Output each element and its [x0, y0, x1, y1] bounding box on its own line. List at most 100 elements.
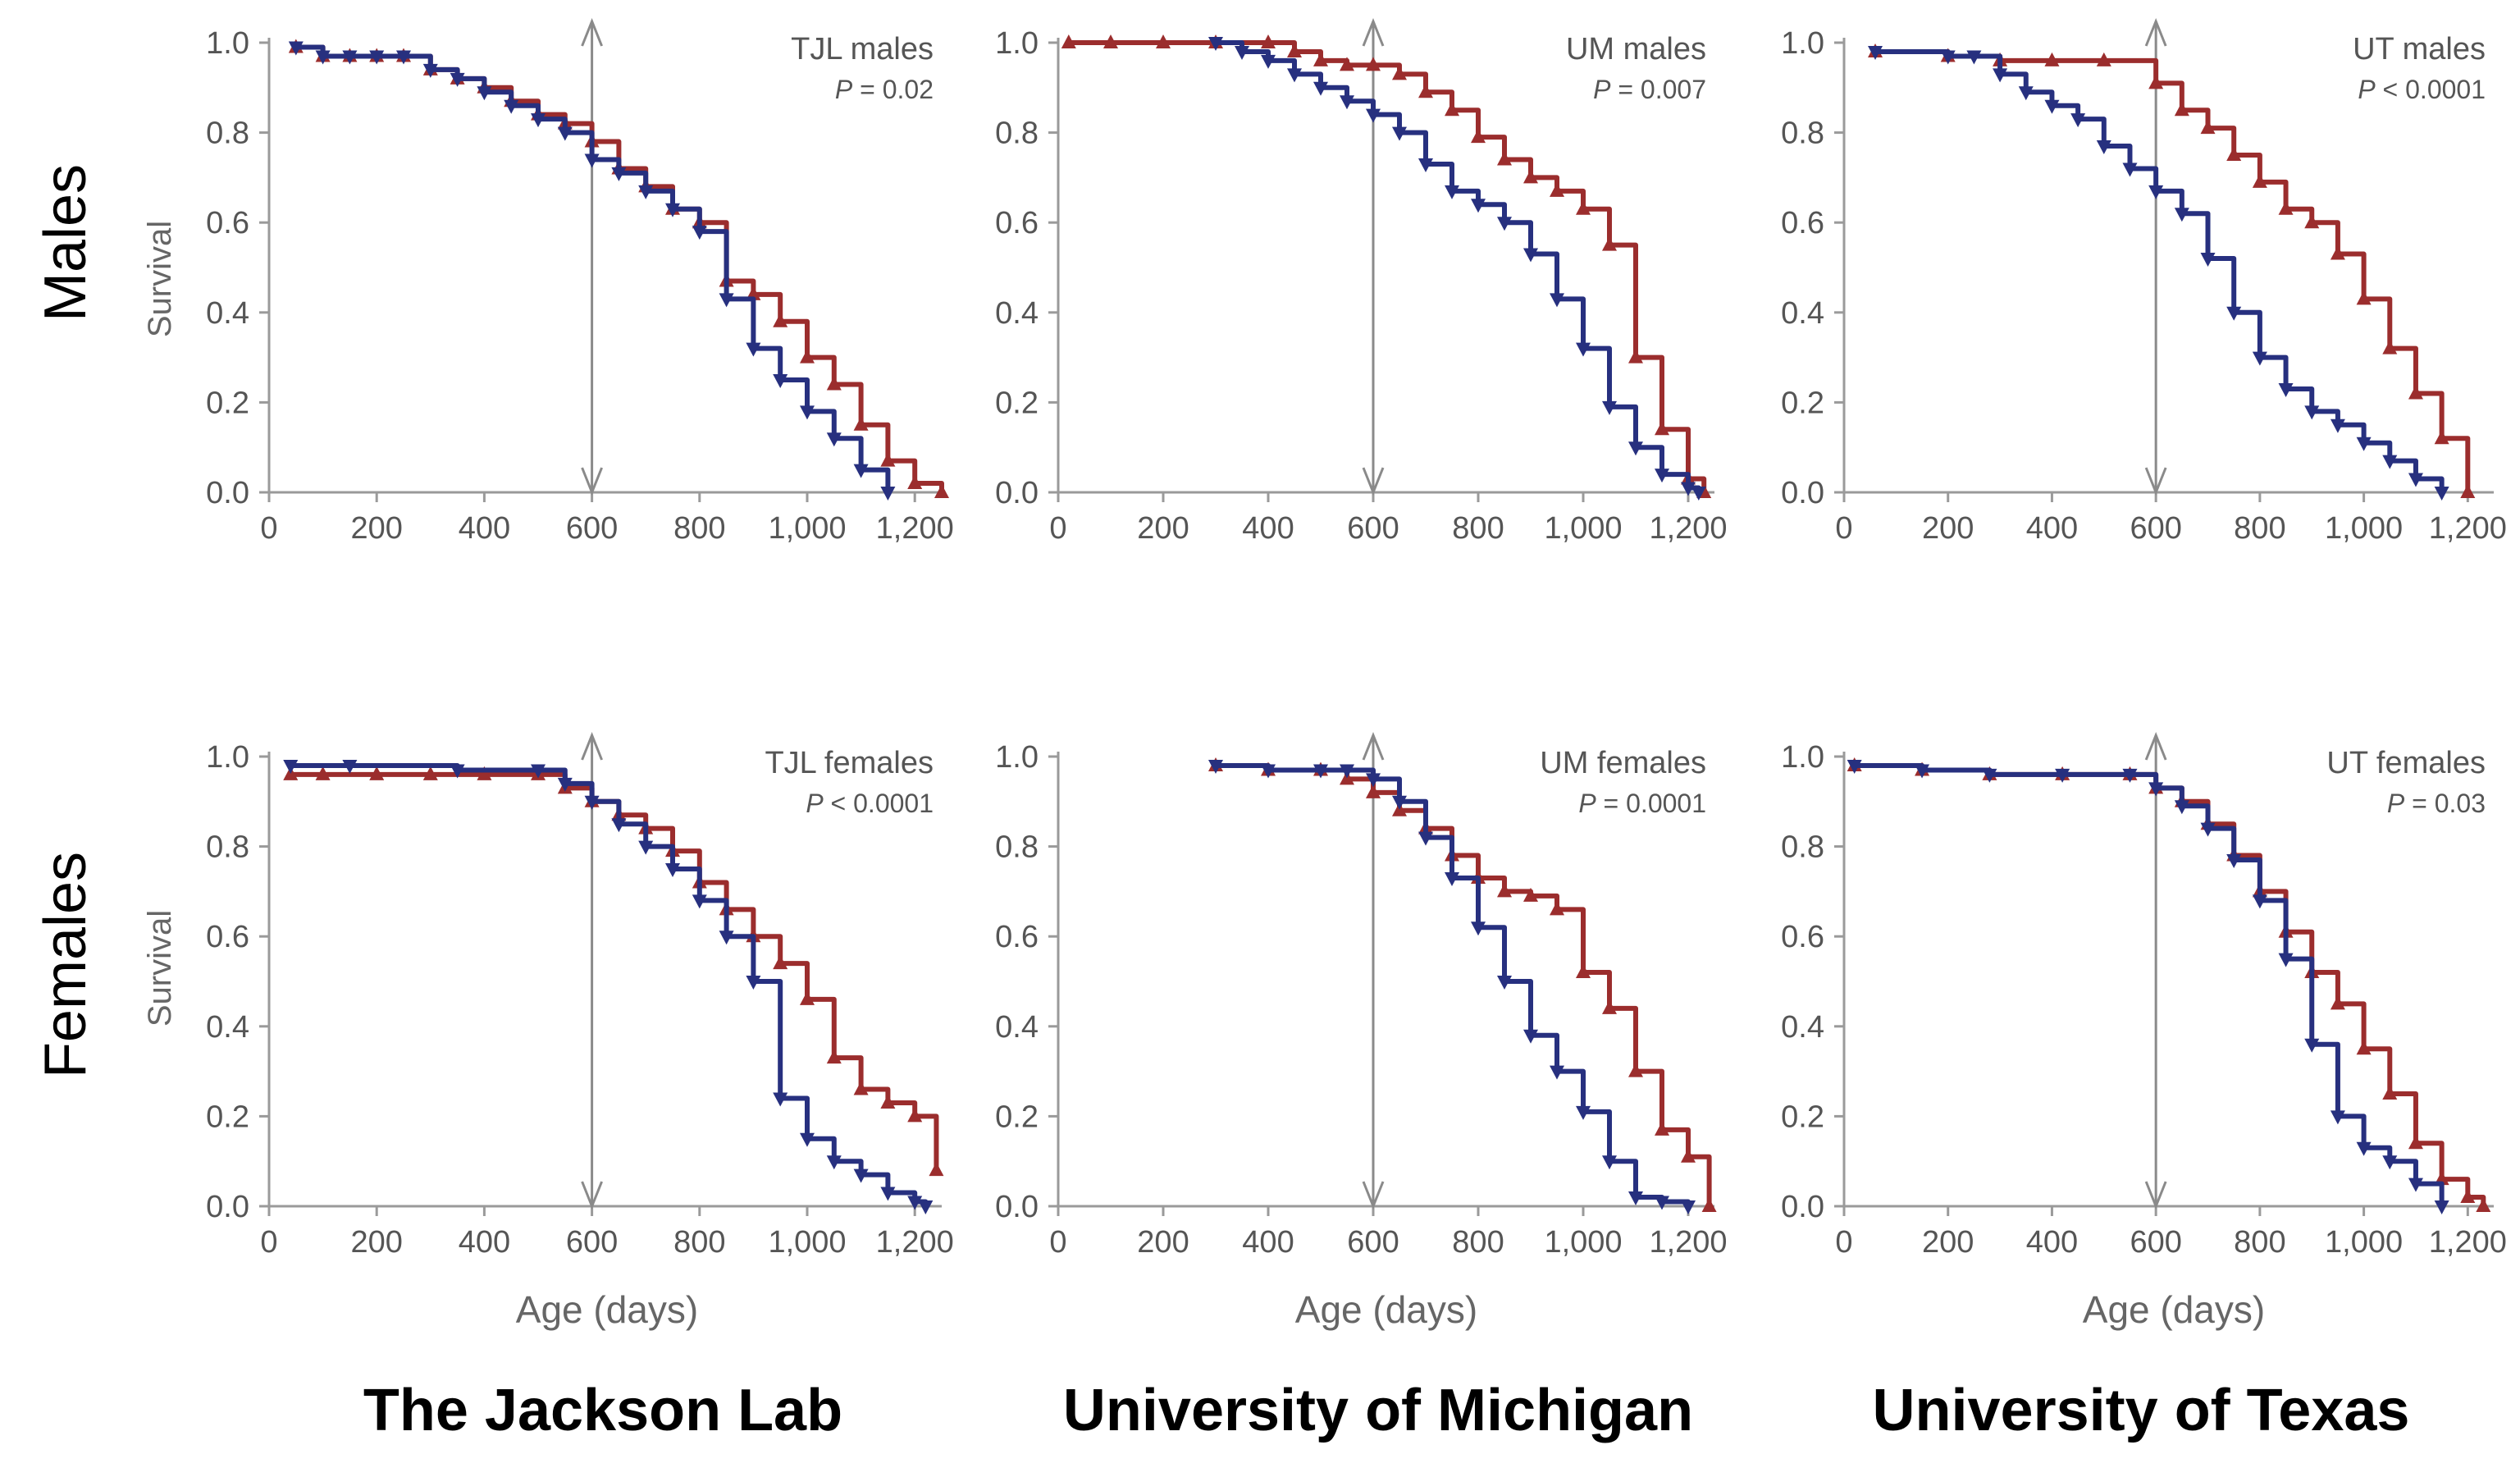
- censor-point-control: [396, 50, 411, 65]
- y-tick-label: 0.8: [206, 830, 249, 865]
- censor-point-treated: [2226, 147, 2242, 161]
- censor-point-control: [2044, 99, 2060, 114]
- censor-point-treated: [2278, 200, 2294, 215]
- survival-curve-control: [290, 762, 929, 1206]
- censor-point-control: [531, 113, 546, 128]
- marker-arrow-up-icon: [2144, 17, 2167, 47]
- y-tick-label: 0.4: [995, 1010, 1039, 1045]
- censor-point-treated: [1523, 169, 1538, 184]
- p-value-label: P = 0.03: [2387, 789, 2486, 818]
- survival-curve-treated: [1875, 48, 2471, 492]
- censor-point-control: [1681, 1200, 1696, 1214]
- censor-point-treated: [1576, 964, 1591, 979]
- censor-point-control: [2304, 405, 2320, 420]
- censor-point-control: [773, 1092, 788, 1107]
- censor-point-treated: [2408, 1135, 2423, 1150]
- censor-point-treated: [773, 313, 788, 327]
- column-label-jackson-lab: The Jackson Lab: [363, 1378, 842, 1443]
- censor-point-control: [2174, 800, 2189, 815]
- y-tick-label: 0.2: [206, 386, 249, 420]
- censor-point-control: [2382, 1155, 2398, 1170]
- censor-point-control: [2434, 487, 2449, 501]
- p-value-label: P < 0.0001: [806, 789, 934, 818]
- censor-point-control: [692, 226, 707, 240]
- censor-point-control: [1993, 68, 2008, 83]
- x-tick-label: 200: [1137, 1225, 1189, 1260]
- censor-point-control: [638, 185, 654, 199]
- p-symbol: P: [835, 75, 853, 104]
- censor-point-treated: [826, 376, 842, 391]
- p-value: = 0.007: [1610, 75, 1706, 104]
- censor-point-control: [2252, 894, 2267, 909]
- censor-point-control: [1208, 37, 1223, 51]
- x-axis-label-texas: Age (days): [2083, 1288, 2265, 1331]
- x-tick-label: 400: [2026, 511, 2078, 546]
- censor-point-treated: [2434, 430, 2449, 445]
- censor-point-control: [2174, 208, 2189, 222]
- x-tick-label: 400: [1242, 511, 1294, 546]
- censor-point-control: [2055, 768, 2070, 783]
- row-label-females: Females: [33, 852, 98, 1078]
- censor-point-treated: [1340, 57, 1354, 71]
- censor-point-control: [1523, 1029, 1538, 1044]
- survival-curve-control: [1216, 762, 1691, 1206]
- panel-title: UT males: [2353, 32, 2486, 66]
- marker-arrow-down-icon: [1362, 1181, 1385, 1210]
- y-tick-label: 0.0: [995, 1190, 1039, 1224]
- censor-point-control: [665, 863, 680, 877]
- censor-point-treated: [1523, 887, 1538, 902]
- marker-arrow-down-icon: [581, 467, 603, 496]
- censor-point-treated: [2382, 1086, 2398, 1100]
- censor-point-treated: [2356, 1040, 2372, 1055]
- censor-point-control: [477, 86, 492, 101]
- censor-point-treated: [1261, 34, 1276, 48]
- censor-point-treated: [1550, 182, 1564, 197]
- censor-point-control: [531, 764, 546, 779]
- x-tick-label: 1,000: [768, 1225, 846, 1260]
- censor-point-control: [907, 1196, 923, 1210]
- censor-point-control: [283, 759, 299, 774]
- censor-point-treated: [2382, 340, 2398, 354]
- row-label-males: Males: [33, 164, 98, 322]
- x-tick-label: 1,000: [2325, 1225, 2403, 1260]
- x-tick-label: 0: [1049, 511, 1066, 546]
- p-value-label: P < 0.0001: [2358, 75, 2486, 104]
- p-symbol: P: [1578, 789, 1596, 818]
- x-tick-label: 0: [260, 1225, 277, 1260]
- censor-point-control: [719, 293, 734, 308]
- censor-point-treated: [2330, 245, 2345, 260]
- x-tick-label: 800: [2234, 511, 2285, 546]
- y-tick-label: 0.0: [1781, 1190, 1824, 1224]
- censor-point-treated: [1287, 43, 1302, 57]
- censor-point-control: [2382, 455, 2398, 469]
- censor-point-treated: [1445, 102, 1459, 117]
- p-symbol: P: [806, 789, 824, 818]
- censor-point-control: [557, 777, 573, 792]
- x-tick-label: 1,200: [2429, 1225, 2507, 1260]
- panel-title: UM males: [1566, 32, 1706, 66]
- censor-point-treated: [2200, 120, 2216, 135]
- censor-point-control: [800, 405, 815, 420]
- panel-title: UT females: [2326, 746, 2486, 780]
- censor-point-treated: [880, 452, 896, 467]
- y-tick-label: 0.2: [1781, 386, 1824, 420]
- x-tick-label: 800: [1452, 511, 1504, 546]
- censor-point-control: [1471, 199, 1486, 213]
- censor-point-control: [584, 153, 600, 168]
- censor-point-treated: [907, 475, 923, 490]
- y-tick-label: 0.0: [995, 476, 1039, 510]
- x-tick-label: 600: [1347, 511, 1399, 546]
- y-tick-label: 0.2: [995, 1100, 1039, 1134]
- censor-point-control: [1602, 400, 1617, 415]
- y-tick-label: 0.8: [995, 117, 1039, 151]
- censor-point-treated: [2044, 52, 2060, 66]
- y-tick-label: 1.0: [995, 26, 1039, 61]
- censor-point-control: [2330, 418, 2345, 433]
- censor-point-control: [504, 99, 519, 114]
- survival-curve-treated: [295, 44, 944, 492]
- y-tick-label: 0.8: [1781, 830, 1824, 865]
- censor-point-control: [1340, 95, 1354, 110]
- censor-point-control: [2148, 185, 2164, 199]
- censor-point-control: [2356, 437, 2372, 451]
